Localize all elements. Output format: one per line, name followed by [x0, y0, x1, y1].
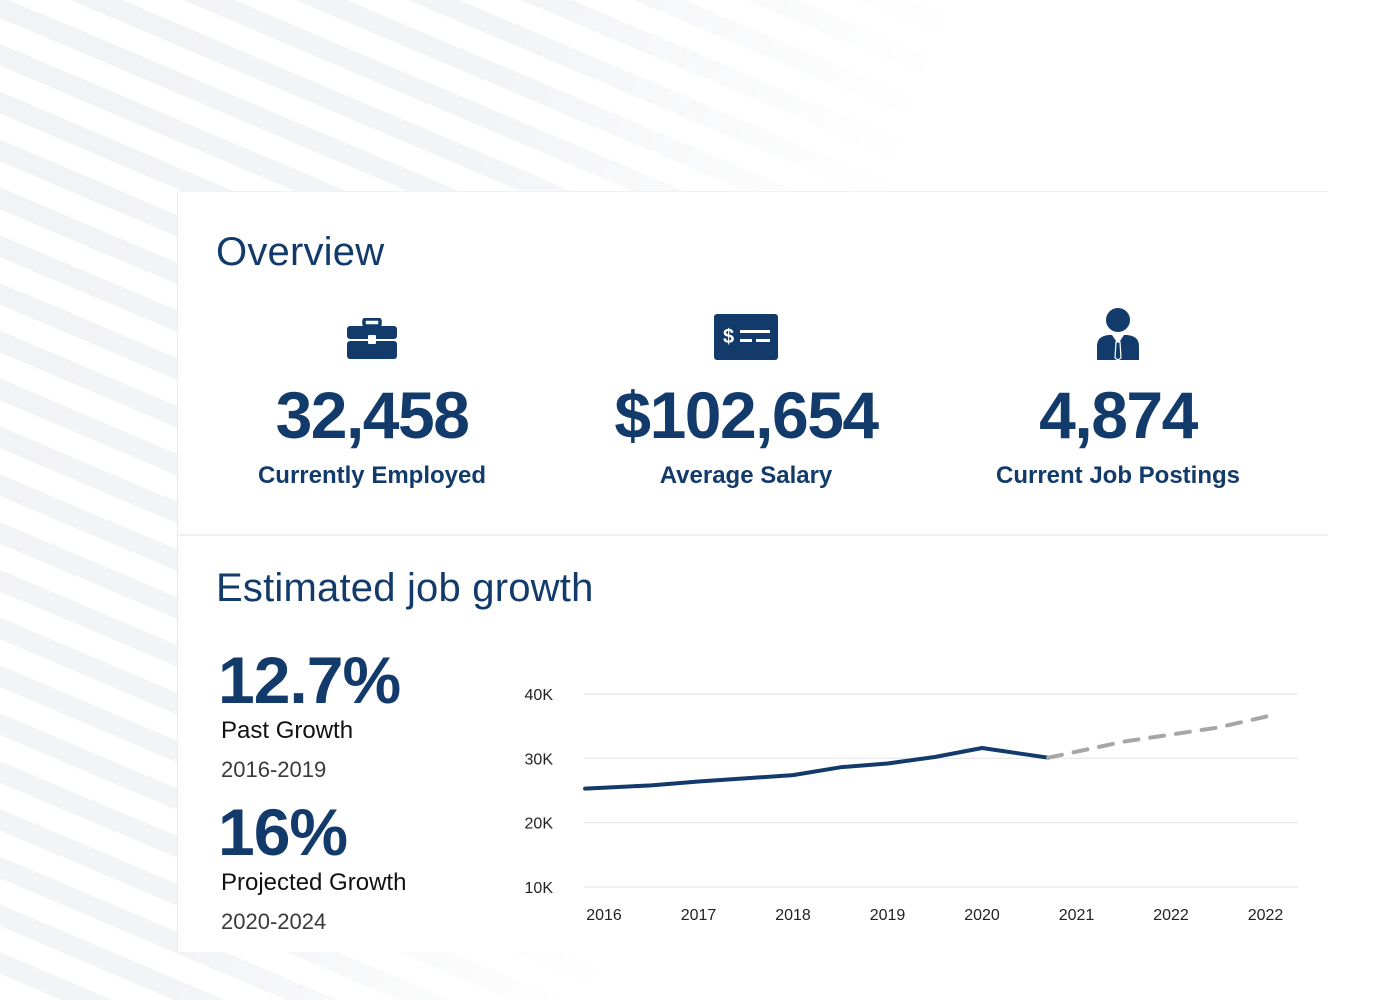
- briefcase-icon: [192, 304, 552, 360]
- stat-label: Currently Employed: [257, 462, 487, 489]
- y-tick-label: 30K: [525, 751, 554, 768]
- stat-value: 4,874: [1039, 378, 1198, 452]
- x-tick-label: 2018: [775, 907, 811, 924]
- overview-title: Overview: [216, 230, 385, 274]
- job-seeker-icon: [938, 304, 1298, 360]
- section-divider: [178, 534, 1328, 536]
- projected-growth-years: 2020-2024: [221, 909, 327, 934]
- chart-grid: [584, 693, 1298, 888]
- growth-title: Estimated job growth: [216, 566, 594, 610]
- past-growth-value: 12.7%: [218, 643, 401, 717]
- historical-growth-line: [583, 746, 1051, 791]
- y-tick-label: 10K: [525, 880, 554, 897]
- svg-text:$: $: [723, 326, 734, 348]
- projected-growth-label: Projected Growth: [221, 869, 407, 896]
- overview-card: Overview 32,458 Currently Employed $ $10…: [178, 192, 1328, 952]
- x-tick-label: 2019: [870, 907, 906, 924]
- stat-current-job-postings: 4,874 Current Job Postings: [938, 304, 1298, 490]
- salary-check-icon: $: [566, 304, 926, 360]
- x-tick-label: 2022: [1153, 907, 1189, 924]
- past-growth-years: 2016-2019: [221, 757, 327, 782]
- x-tick-label: 2017: [681, 907, 717, 924]
- projected-growth-value: 16%: [218, 795, 348, 869]
- past-growth-block: 12.7% Past Growth 2016-2019: [218, 643, 401, 783]
- x-tick-label: 2021: [1059, 907, 1095, 924]
- x-tick-label: 2016: [586, 907, 622, 924]
- job-growth-chart: 40K 30K 20K 10K 2016 2017 2018 2019 2020 2021 202…: [525, 687, 1298, 924]
- x-axis-ticks: 2016 2017 2018 2019 2020 2021 2022 2022: [586, 907, 1283, 924]
- stat-currently-employed: 32,458 Currently Employed: [192, 304, 552, 490]
- stat-label: Average Salary: [659, 462, 833, 489]
- chart-series: [583, 712, 1277, 791]
- projected-growth-line: [1046, 712, 1277, 760]
- x-tick-label: 2022: [1248, 907, 1284, 924]
- y-tick-label: 20K: [525, 816, 554, 833]
- x-tick-label: 2020: [964, 907, 1000, 924]
- past-growth-label: Past Growth: [221, 717, 354, 744]
- projected-growth-block: 16% Projected Growth 2020-2024: [218, 799, 406, 935]
- stat-label: Current Job Postings: [995, 462, 1241, 489]
- y-axis-ticks: 40K 30K 20K 10K: [525, 687, 554, 897]
- y-tick-label: 40K: [525, 687, 554, 704]
- stat-value: 32,458: [275, 378, 470, 452]
- stat-value: $102,654: [614, 378, 879, 452]
- stat-average-salary: $ $102,654 Average Salary: [566, 304, 926, 490]
